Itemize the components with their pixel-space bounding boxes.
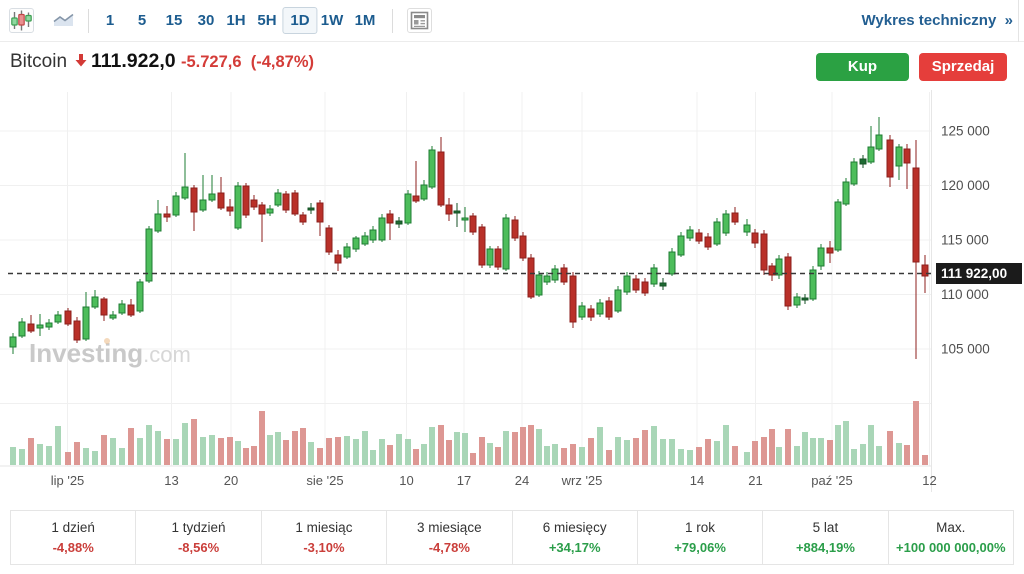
svg-text:17: 17 bbox=[457, 473, 471, 488]
svg-text:115 000: 115 000 bbox=[941, 233, 989, 248]
svg-text:14: 14 bbox=[690, 473, 704, 488]
svg-text:110 000: 110 000 bbox=[941, 287, 989, 302]
svg-text:13: 13 bbox=[164, 473, 178, 488]
svg-text:wrz '25: wrz '25 bbox=[561, 473, 603, 488]
svg-text:125 000: 125 000 bbox=[941, 124, 990, 139]
svg-text:20: 20 bbox=[224, 473, 238, 488]
svg-text:sie '25: sie '25 bbox=[306, 473, 343, 488]
svg-text:10: 10 bbox=[399, 473, 413, 488]
svg-text:12: 12 bbox=[922, 473, 936, 488]
svg-text:24: 24 bbox=[515, 473, 529, 488]
svg-text:Investing.com: Investing.com bbox=[29, 338, 191, 368]
svg-text:lip '25: lip '25 bbox=[51, 473, 85, 488]
svg-text:paź '25: paź '25 bbox=[811, 473, 853, 488]
svg-text:105 000: 105 000 bbox=[941, 342, 990, 357]
svg-text:111 922,00: 111 922,00 bbox=[941, 266, 1007, 281]
svg-text:120 000: 120 000 bbox=[941, 178, 990, 193]
svg-text:21: 21 bbox=[748, 473, 762, 488]
